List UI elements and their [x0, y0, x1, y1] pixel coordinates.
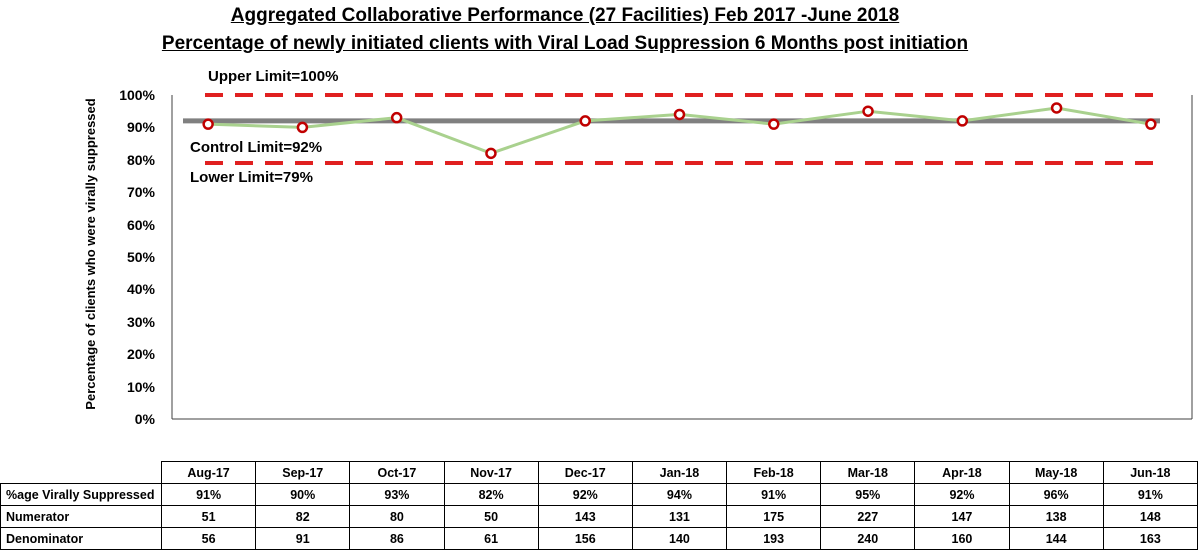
table-column-header: Jan-18 [631, 461, 728, 484]
table-cell: 175 [726, 505, 822, 528]
y-tick-label: 30% [126, 313, 155, 330]
table-cell: 94% [631, 483, 728, 506]
table-cell: 163 [1102, 527, 1199, 550]
table-cell: 240 [820, 527, 916, 550]
y-tick-label: 70% [126, 184, 155, 201]
table-cell: 160 [914, 527, 1010, 550]
data-point-7 [862, 105, 874, 117]
y-tick-label: 0% [134, 411, 155, 427]
y-tick-label: 100% [119, 87, 155, 103]
table-column-header: Apr-18 [914, 461, 1010, 484]
table-body: %age Virally Suppressed 91% 90% 93% 82% 92% 94… [0, 483, 1199, 550]
upper-limit-label: Upper Limit=100% [208, 68, 339, 85]
data-point-4 [579, 115, 591, 127]
table-cell: 80 [349, 505, 445, 528]
table-row: %age Virally Suppressed 91% 90% 93% 82% 92% 94… [0, 483, 1199, 506]
table-cell: 90% [255, 483, 351, 506]
y-tick-label: 90% [126, 119, 155, 136]
y-tick-label: 10% [126, 378, 155, 395]
table-cell: 156 [537, 527, 633, 550]
data-point-8 [956, 115, 969, 127]
table-cell: 140 [631, 527, 728, 550]
table-cell: 61 [443, 527, 539, 550]
table-row-label: %age Virally Suppressed [0, 483, 162, 506]
lower-limit-label: Lower Limit=79% [190, 169, 313, 186]
table-cell: 131 [631, 505, 728, 528]
control-limit-label: Control Limit=92% [190, 139, 323, 156]
table-header-row: Aug-17 Sep-17 Oct-17 Nov-17 Dec-17 Jan-18 Feb-… [0, 461, 1199, 484]
y-tick-label: 50% [126, 249, 155, 265]
table-cell: 95% [820, 483, 916, 506]
table-cell: 147 [914, 505, 1010, 528]
table-row: Numerator 51 82 80 50 143 131 175 227 147 138 148 [0, 505, 1199, 528]
chart-subtitle: Percentage of newly initiated clients wi… [161, 33, 969, 54]
table-column-header: Nov-17 [443, 461, 539, 484]
table-cell: 82% [443, 483, 539, 506]
table-column-header: Aug-17 [160, 461, 257, 484]
table-cell: 91 [255, 527, 351, 550]
y-tick-label: 20% [126, 346, 155, 363]
data-point-2 [390, 111, 403, 124]
table-column-header: Oct-17 [349, 461, 445, 484]
table-corner-cell [0, 461, 162, 484]
table-cell: 138 [1008, 505, 1104, 528]
table-column-header: Jun-18 [1102, 461, 1199, 484]
table-cell: 91% [1102, 483, 1199, 506]
data-table: Aug-17 Sep-17 Oct-17 Nov-17 Dec-17 Jan-18 Feb-… [0, 461, 1199, 550]
table-cell: 91% [726, 483, 822, 506]
data-point-5 [673, 108, 686, 121]
table-cell: 56 [160, 527, 257, 550]
table-cell: 193 [726, 527, 822, 550]
table-row: Denominator 56 91 86 61 156 140 193 240 160 144 163 [0, 527, 1199, 550]
table-cell: 92% [914, 483, 1010, 506]
table-cell: 82 [255, 505, 351, 528]
table-cell: 50 [443, 505, 539, 528]
table-cell: 92% [537, 483, 633, 506]
data-point-10 [1145, 118, 1157, 130]
table-cell: 51 [160, 505, 257, 528]
table-cell: 86 [349, 527, 445, 550]
data-point-0 [202, 118, 214, 130]
table-cell: 148 [1102, 505, 1199, 528]
table-cell: 93% [349, 483, 445, 506]
data-point-3 [485, 147, 497, 160]
table-column-header: Dec-17 [537, 461, 633, 484]
chart-title: Aggregated Collaborative Performance (27… [230, 5, 900, 26]
table-cell: 143 [537, 505, 633, 528]
table-row-label: Denominator [0, 527, 162, 550]
y-tick-label: 40% [126, 281, 155, 298]
data-point-9 [1050, 102, 1063, 114]
table-cell: 144 [1008, 527, 1104, 550]
table-cell: 91% [160, 483, 257, 506]
data-point-1 [296, 121, 309, 134]
y-tick-label: 60% [126, 216, 155, 233]
table-cell: 96% [1008, 483, 1104, 506]
table-cell: 227 [820, 505, 916, 528]
table-column-header: Feb-18 [726, 461, 822, 484]
table-column-header: May-18 [1008, 461, 1104, 484]
data-point-6 [768, 118, 780, 130]
table-row-label: Numerator [0, 505, 162, 528]
table-column-header: Mar-18 [820, 461, 916, 484]
y-axis-label: Percentage of clients who were virally s… [83, 98, 98, 410]
table-column-header: Sep-17 [255, 461, 351, 484]
y-tick-label: 80% [126, 151, 155, 168]
